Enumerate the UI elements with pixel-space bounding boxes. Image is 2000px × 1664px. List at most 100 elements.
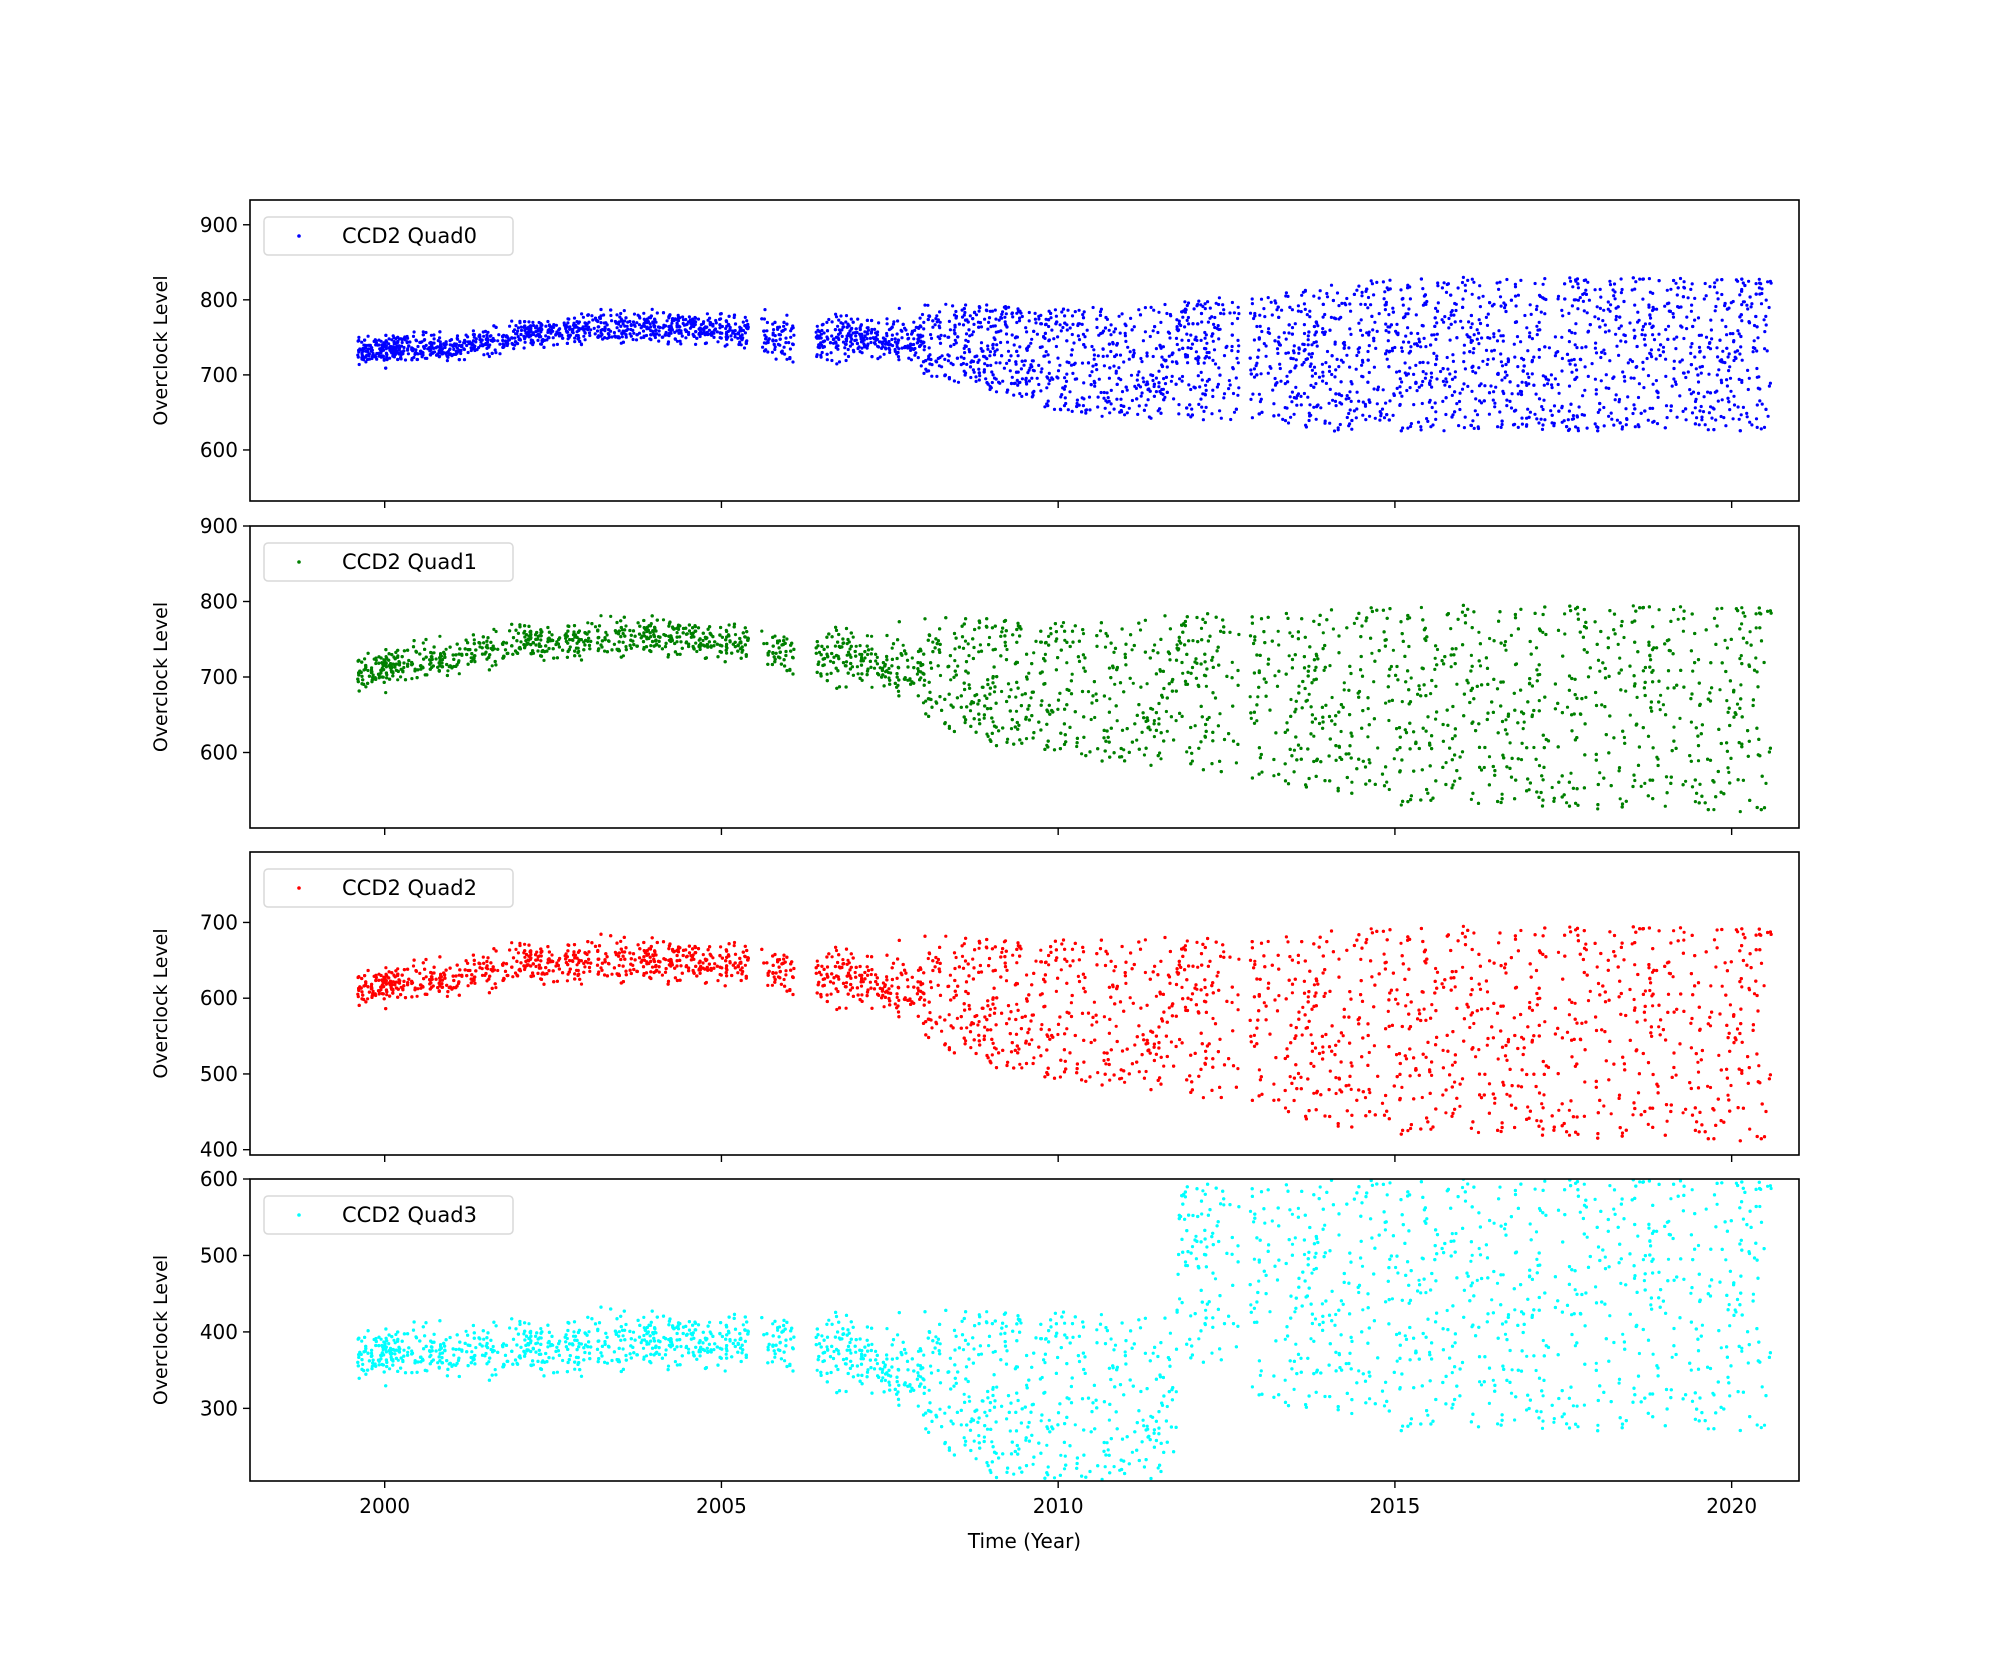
data-point xyxy=(1203,302,1207,306)
data-point xyxy=(666,342,670,346)
data-point xyxy=(1030,337,1034,341)
data-point xyxy=(1608,279,1612,283)
data-point xyxy=(1340,301,1344,305)
data-point xyxy=(1221,303,1225,307)
data-point xyxy=(562,321,566,325)
data-point xyxy=(1657,348,1661,352)
data-point xyxy=(1170,360,1174,364)
data-point xyxy=(457,358,461,362)
data-point xyxy=(1434,337,1438,341)
data-point xyxy=(510,336,514,340)
data-point xyxy=(1526,407,1530,411)
data-point xyxy=(1275,308,1279,312)
data-point xyxy=(1499,360,1503,364)
data-point xyxy=(452,347,456,351)
data-point xyxy=(1130,398,1134,403)
data-point xyxy=(844,342,848,346)
data-point xyxy=(1754,292,1758,296)
data-point xyxy=(1275,347,1280,351)
data-point xyxy=(1194,350,1198,354)
data-point xyxy=(1739,345,1743,349)
data-point xyxy=(1175,318,1179,322)
data-point xyxy=(1211,332,1215,336)
data-point xyxy=(1257,412,1261,416)
data-point xyxy=(1499,425,1503,429)
data-point xyxy=(1228,383,1232,387)
data-point xyxy=(494,351,498,355)
data-point xyxy=(1107,399,1111,403)
data-point xyxy=(1063,376,1067,380)
data-point xyxy=(617,320,621,324)
data-point xyxy=(1651,420,1655,424)
data-point xyxy=(853,338,857,343)
data-point xyxy=(703,341,708,346)
data-point xyxy=(1177,412,1181,416)
data-point xyxy=(1434,417,1438,421)
data-point xyxy=(1158,407,1162,411)
data-point xyxy=(1095,325,1099,330)
data-point xyxy=(487,354,491,359)
data-point xyxy=(991,346,995,350)
data-point xyxy=(1072,362,1076,367)
data-point xyxy=(1435,357,1439,361)
data-point xyxy=(1525,326,1529,330)
data-point xyxy=(1085,408,1089,412)
data-point xyxy=(881,336,886,340)
data-point xyxy=(1684,375,1688,380)
data-point xyxy=(1054,314,1058,318)
data-point xyxy=(374,355,378,359)
data-point xyxy=(822,345,826,349)
data-point xyxy=(893,337,897,341)
data-point xyxy=(1668,309,1672,313)
data-point xyxy=(1567,359,1571,363)
data-point xyxy=(1205,341,1209,345)
data-point xyxy=(771,339,775,343)
data-point xyxy=(452,352,456,357)
data-point xyxy=(1007,305,1011,309)
data-point xyxy=(1672,366,1676,371)
data-point xyxy=(1293,322,1297,326)
data-point xyxy=(953,323,957,327)
data-point xyxy=(885,341,889,345)
data-point xyxy=(1583,388,1587,392)
data-point xyxy=(1576,286,1580,290)
data-point xyxy=(1180,379,1184,383)
data-point xyxy=(439,343,443,347)
data-point xyxy=(1606,307,1610,311)
data-point xyxy=(1050,376,1054,380)
data-point xyxy=(1513,285,1518,289)
data-point xyxy=(1498,280,1502,284)
data-point xyxy=(845,334,849,338)
data-point xyxy=(1054,322,1058,326)
data-point xyxy=(523,320,527,324)
data-point xyxy=(1488,301,1492,305)
data-point xyxy=(612,331,617,335)
data-point xyxy=(480,343,485,347)
data-point xyxy=(531,340,536,345)
data-point xyxy=(1330,372,1334,377)
data-point xyxy=(1061,307,1066,311)
data-point xyxy=(719,312,723,316)
data-point xyxy=(384,339,388,343)
data-point xyxy=(583,338,587,342)
data-point xyxy=(1435,354,1439,358)
data-point xyxy=(1006,349,1011,353)
data-point xyxy=(927,346,931,350)
data-point xyxy=(943,334,947,338)
data-point xyxy=(1168,312,1172,317)
data-point xyxy=(1177,319,1181,323)
data-point xyxy=(1310,374,1314,378)
data-point xyxy=(1674,347,1678,351)
data-point xyxy=(390,347,394,351)
data-point xyxy=(466,340,470,344)
data-point xyxy=(955,356,960,360)
data-point xyxy=(887,328,892,332)
data-point xyxy=(1197,356,1201,360)
data-point xyxy=(1151,373,1155,378)
data-point xyxy=(575,330,579,334)
data-point xyxy=(839,314,843,318)
data-point xyxy=(425,356,429,360)
data-point xyxy=(653,329,658,333)
data-point xyxy=(1276,351,1280,355)
data-point xyxy=(1747,320,1751,324)
